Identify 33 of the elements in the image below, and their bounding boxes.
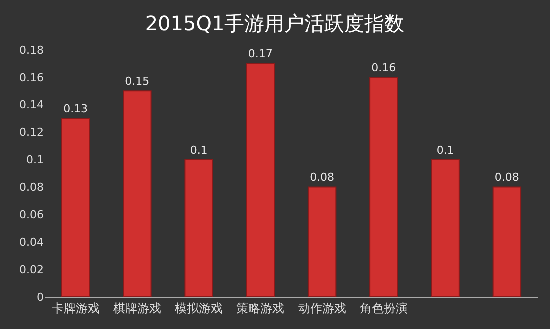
y-tick-label: 0 [37, 290, 44, 304]
data-label: 0.15 [125, 75, 150, 88]
y-tick-label: 0.08 [20, 181, 44, 194]
bar [61, 118, 90, 297]
x-tick-label: 策略游戏 [236, 301, 285, 316]
y-tick-label: 0.06 [20, 208, 44, 222]
y-tick-label: 0.16 [20, 71, 44, 84]
bar [184, 159, 214, 297]
bar [431, 159, 460, 297]
bar [492, 186, 522, 297]
bar [246, 63, 276, 297]
data-label: 0.13 [64, 102, 88, 116]
x-tick-label: 卡牌游戏 [52, 301, 100, 316]
x-tick-label: 动作游戏 [298, 301, 346, 316]
bar [370, 76, 398, 297]
x-tick-label: 角色扮演 [360, 301, 408, 316]
data-label: 0.17 [248, 48, 273, 61]
data-label: 0.16 [372, 61, 396, 74]
data-label: 0.1 [436, 144, 454, 157]
bar [123, 90, 152, 297]
y-tick-label: 0.12 [20, 126, 44, 140]
x-tick-label: 模拟游戏 [175, 301, 224, 316]
x-tick-label: 棋牌游戏 [113, 301, 162, 316]
data-label: 0.08 [310, 171, 335, 184]
y-tick-label: 0.04 [20, 236, 44, 249]
data-label: 0.1 [190, 144, 208, 157]
data-label: 0.08 [494, 171, 520, 184]
y-tick-label: 0.1 [26, 154, 44, 167]
chart-title: 2015Q1手游用户活跃度指数 [145, 11, 405, 36]
y-tick-label: 0.02 [20, 263, 44, 276]
y-tick-label: 0.14 [20, 98, 44, 112]
y-tick-label: 0.18 [20, 44, 44, 57]
bar [308, 186, 337, 297]
